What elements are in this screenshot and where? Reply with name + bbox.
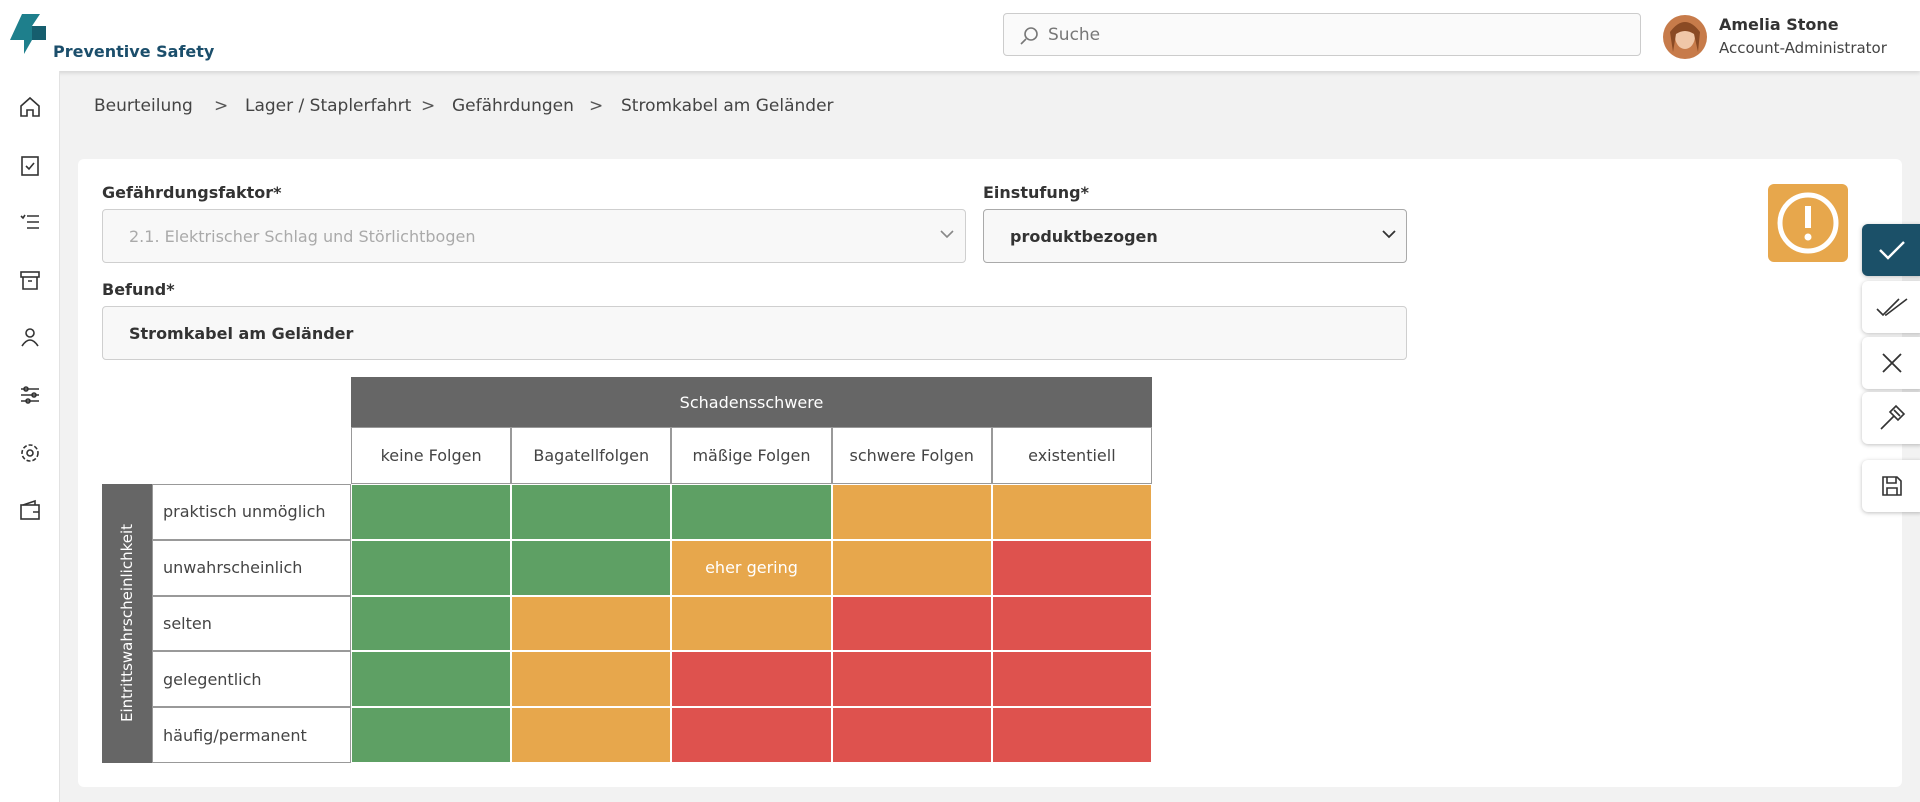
settings-icon[interactable] — [18, 441, 42, 465]
tool-button[interactable] — [1862, 392, 1920, 444]
search-placeholder: Suche — [1048, 25, 1101, 45]
save-button[interactable] — [1862, 460, 1920, 512]
matrix-cell[interactable] — [831, 651, 992, 708]
check-icon — [1879, 241, 1905, 260]
matrix-cell[interactable]: eher gering — [671, 539, 832, 596]
breadcrumb-separator: > — [421, 96, 436, 116]
user-name: Amelia Stone — [1719, 15, 1839, 34]
chevron — [940, 230, 954, 239]
chevron — [1382, 230, 1396, 239]
warning-icon — [1777, 192, 1839, 254]
row-title-bar — [102, 484, 152, 763]
matrix-cell[interactable] — [671, 484, 832, 540]
breadcrumb-item[interactable]: Beurteilung — [94, 96, 193, 116]
column-title: Schadensschwere — [351, 377, 1152, 427]
row-title: Eintrittswahrscheinlichkeit — [118, 523, 136, 723]
sidebar — [0, 71, 60, 802]
close-icon — [1882, 353, 1902, 373]
column-header: mäßige Folgen — [671, 427, 832, 484]
approve-button[interactable] — [1862, 224, 1920, 276]
matrix-cell[interactable] — [831, 539, 992, 596]
row-header: unwahrscheinlich — [152, 539, 351, 596]
column-header: schwere Folgen — [831, 427, 992, 484]
matrix-cell[interactable] — [991, 707, 1152, 763]
row-header: häufig/permanent — [152, 707, 351, 763]
breadcrumb-separator: > — [589, 96, 604, 116]
matrix-cell[interactable] — [511, 595, 672, 652]
factor-select[interactable]: 2.1. Elektrischer Schlag und Störlichtbo… — [102, 209, 966, 263]
matrix-cell[interactable] — [351, 539, 512, 596]
top-bar: Preventive Safety Suche Amelia Stone Acc… — [0, 0, 1920, 71]
list-icon[interactable] — [18, 210, 42, 234]
row-header: selten — [152, 595, 351, 652]
wallet-icon[interactable] — [18, 498, 42, 522]
clipboard-icon[interactable] — [18, 153, 42, 177]
filter-icon[interactable] — [18, 383, 42, 407]
matrix-cell[interactable] — [511, 651, 672, 708]
matrix-cell[interactable] — [991, 651, 1152, 708]
avatar[interactable] — [1662, 14, 1708, 60]
row-header: praktisch unmöglich — [152, 484, 351, 540]
user-role: Account-Administrator — [1719, 39, 1887, 57]
matrix-cell[interactable] — [511, 707, 672, 763]
finding-value: Stromkabel am Geländer — [129, 323, 354, 343]
hammer-icon — [1880, 404, 1906, 430]
matrix-cell[interactable] — [511, 484, 672, 540]
save-icon — [1882, 476, 1902, 496]
matrix-cell[interactable] — [831, 707, 992, 763]
column-header: Bagatellfolgen — [511, 427, 672, 484]
breadcrumb-separator: > — [214, 96, 229, 116]
matrix-cell[interactable] — [831, 595, 992, 652]
brand: Preventive Safety — [53, 42, 215, 61]
matrix-cell[interactable] — [351, 651, 512, 708]
classification-value: produktbezogen — [1010, 226, 1158, 246]
approve-all-button[interactable] — [1862, 281, 1920, 333]
matrix-cell[interactable] — [511, 539, 672, 596]
search-icon — [1020, 27, 1038, 45]
column-header: keine Folgen — [351, 427, 512, 484]
double-check-icon — [1876, 298, 1908, 317]
classification-label: Einstufung* — [983, 183, 1089, 202]
home-icon[interactable] — [18, 95, 42, 119]
matrix-cell[interactable] — [991, 539, 1152, 596]
matrix-cell[interactable] — [351, 707, 512, 763]
archive-icon[interactable] — [18, 268, 42, 292]
classification-select[interactable]: produktbezogen — [983, 209, 1407, 263]
logo — [10, 14, 46, 54]
warning-badge — [1768, 184, 1848, 262]
matrix-cell[interactable] — [671, 651, 832, 708]
cancel-button[interactable] — [1862, 337, 1920, 389]
row-header: gelegentlich — [152, 651, 351, 708]
breadcrumb-item[interactable]: Gefährdungen — [452, 96, 574, 116]
matrix-cell[interactable] — [991, 595, 1152, 652]
factor-label: Gefährdungsfaktor* — [102, 183, 282, 202]
user-icon[interactable] — [18, 325, 42, 349]
factor-value: 2.1. Elektrischer Schlag und Störlichtbo… — [129, 226, 476, 246]
matrix-cell[interactable] — [351, 484, 512, 540]
matrix-cell[interactable] — [671, 707, 832, 763]
matrix-cell[interactable] — [831, 484, 992, 540]
matrix-cell[interactable] — [671, 595, 832, 652]
search-box[interactable]: Suche — [1003, 13, 1641, 56]
matrix-cell[interactable] — [991, 484, 1152, 540]
column-header: existentiell — [991, 427, 1152, 484]
matrix-cell[interactable] — [351, 595, 512, 652]
breadcrumb-item[interactable]: Lager / Staplerfahrt — [245, 96, 412, 116]
breadcrumb-item: Stromkabel am Geländer — [621, 96, 834, 116]
finding-input[interactable]: Stromkabel am Geländer — [102, 306, 1407, 360]
finding-label: Befund* — [102, 280, 175, 299]
